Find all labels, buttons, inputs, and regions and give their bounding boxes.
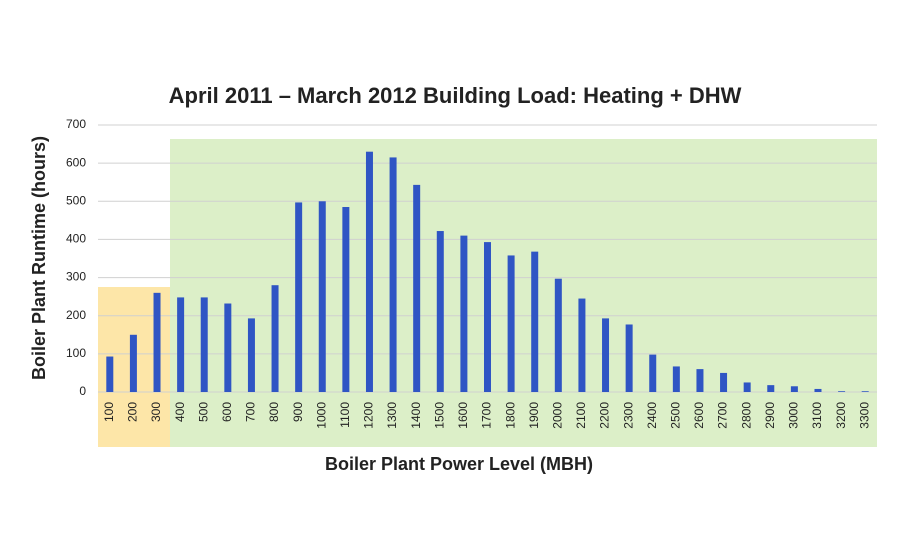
bar [224, 303, 232, 392]
bar [389, 157, 397, 392]
bar [531, 251, 539, 392]
x-tick-label: 400 [173, 402, 187, 422]
bar [460, 235, 468, 392]
bar [790, 386, 798, 392]
bar [177, 297, 185, 392]
x-tick-label: 2900 [763, 402, 777, 429]
y-tick-label: 700 [66, 117, 86, 131]
x-tick-label: 2800 [739, 402, 753, 429]
bar [413, 184, 421, 392]
x-tick-label: 2400 [645, 402, 659, 429]
bar [814, 388, 822, 392]
x-tick-label: 2500 [669, 402, 683, 429]
x-tick-label: 200 [126, 402, 140, 422]
bar [365, 151, 373, 392]
x-tick-label: 1500 [432, 402, 446, 429]
bar [649, 354, 657, 392]
x-tick-label: 1600 [456, 402, 470, 429]
x-tick-label: 1200 [362, 402, 376, 429]
bar [106, 356, 114, 392]
x-tick-label: 1000 [314, 402, 328, 429]
x-tick-label: 1300 [385, 402, 399, 429]
bar [696, 369, 704, 392]
y-axis-title: Boiler Plant Runtime (hours) [29, 136, 49, 380]
y-tick-label: 0 [79, 384, 86, 398]
bar [554, 278, 562, 392]
x-tick-label: 800 [267, 402, 281, 422]
x-tick-label: 600 [220, 402, 234, 422]
bar [129, 334, 137, 392]
bar [342, 207, 350, 392]
y-tick-label: 100 [66, 346, 86, 360]
bar [602, 318, 610, 392]
bar [153, 292, 161, 392]
bar [838, 391, 846, 392]
bar [720, 372, 728, 392]
x-tick-label: 900 [291, 402, 305, 422]
x-tick-label: 2300 [621, 402, 635, 429]
x-tick-label: 300 [149, 402, 163, 422]
chart-title: April 2011 – March 2012 Building Load: H… [169, 83, 742, 108]
x-tick-label: 500 [196, 402, 210, 422]
bar [295, 202, 303, 392]
x-tick-label: 3300 [857, 402, 871, 429]
bar [767, 385, 775, 392]
x-tick-label: 2700 [716, 402, 730, 429]
x-tick-label: 2000 [550, 402, 564, 429]
x-tick-label: 3200 [834, 402, 848, 429]
x-tick-label: 3100 [810, 402, 824, 429]
x-tick-label: 100 [102, 402, 116, 422]
y-tick-label: 400 [66, 232, 86, 246]
bar [200, 297, 208, 392]
bar [672, 366, 680, 392]
x-tick-label: 700 [244, 402, 258, 422]
x-tick-label: 1700 [480, 402, 494, 429]
x-tick-label: 2600 [692, 402, 706, 429]
bar [436, 231, 444, 392]
x-tick-label: 1800 [503, 402, 517, 429]
bar [578, 298, 586, 392]
bar [484, 242, 491, 392]
y-tick-label: 200 [66, 308, 86, 322]
y-tick-label: 600 [66, 155, 86, 169]
bar [507, 255, 515, 392]
bar [247, 318, 255, 392]
x-tick-label: 2100 [574, 402, 588, 429]
main-load-highlight [170, 139, 877, 447]
bar [625, 324, 633, 392]
x-axis-title: Boiler Plant Power Level (MBH) [325, 454, 593, 474]
bar [861, 391, 869, 392]
y-tick-label: 300 [66, 270, 86, 284]
y-tick-label: 500 [66, 193, 86, 207]
x-tick-label: 1900 [527, 402, 541, 429]
bar [743, 382, 751, 392]
bar [271, 285, 279, 392]
x-tick-label: 1100 [338, 402, 352, 428]
x-tick-label: 1400 [409, 402, 423, 429]
x-tick-label: 3000 [787, 402, 801, 429]
x-tick-label: 2200 [598, 402, 612, 429]
bar [318, 201, 326, 392]
